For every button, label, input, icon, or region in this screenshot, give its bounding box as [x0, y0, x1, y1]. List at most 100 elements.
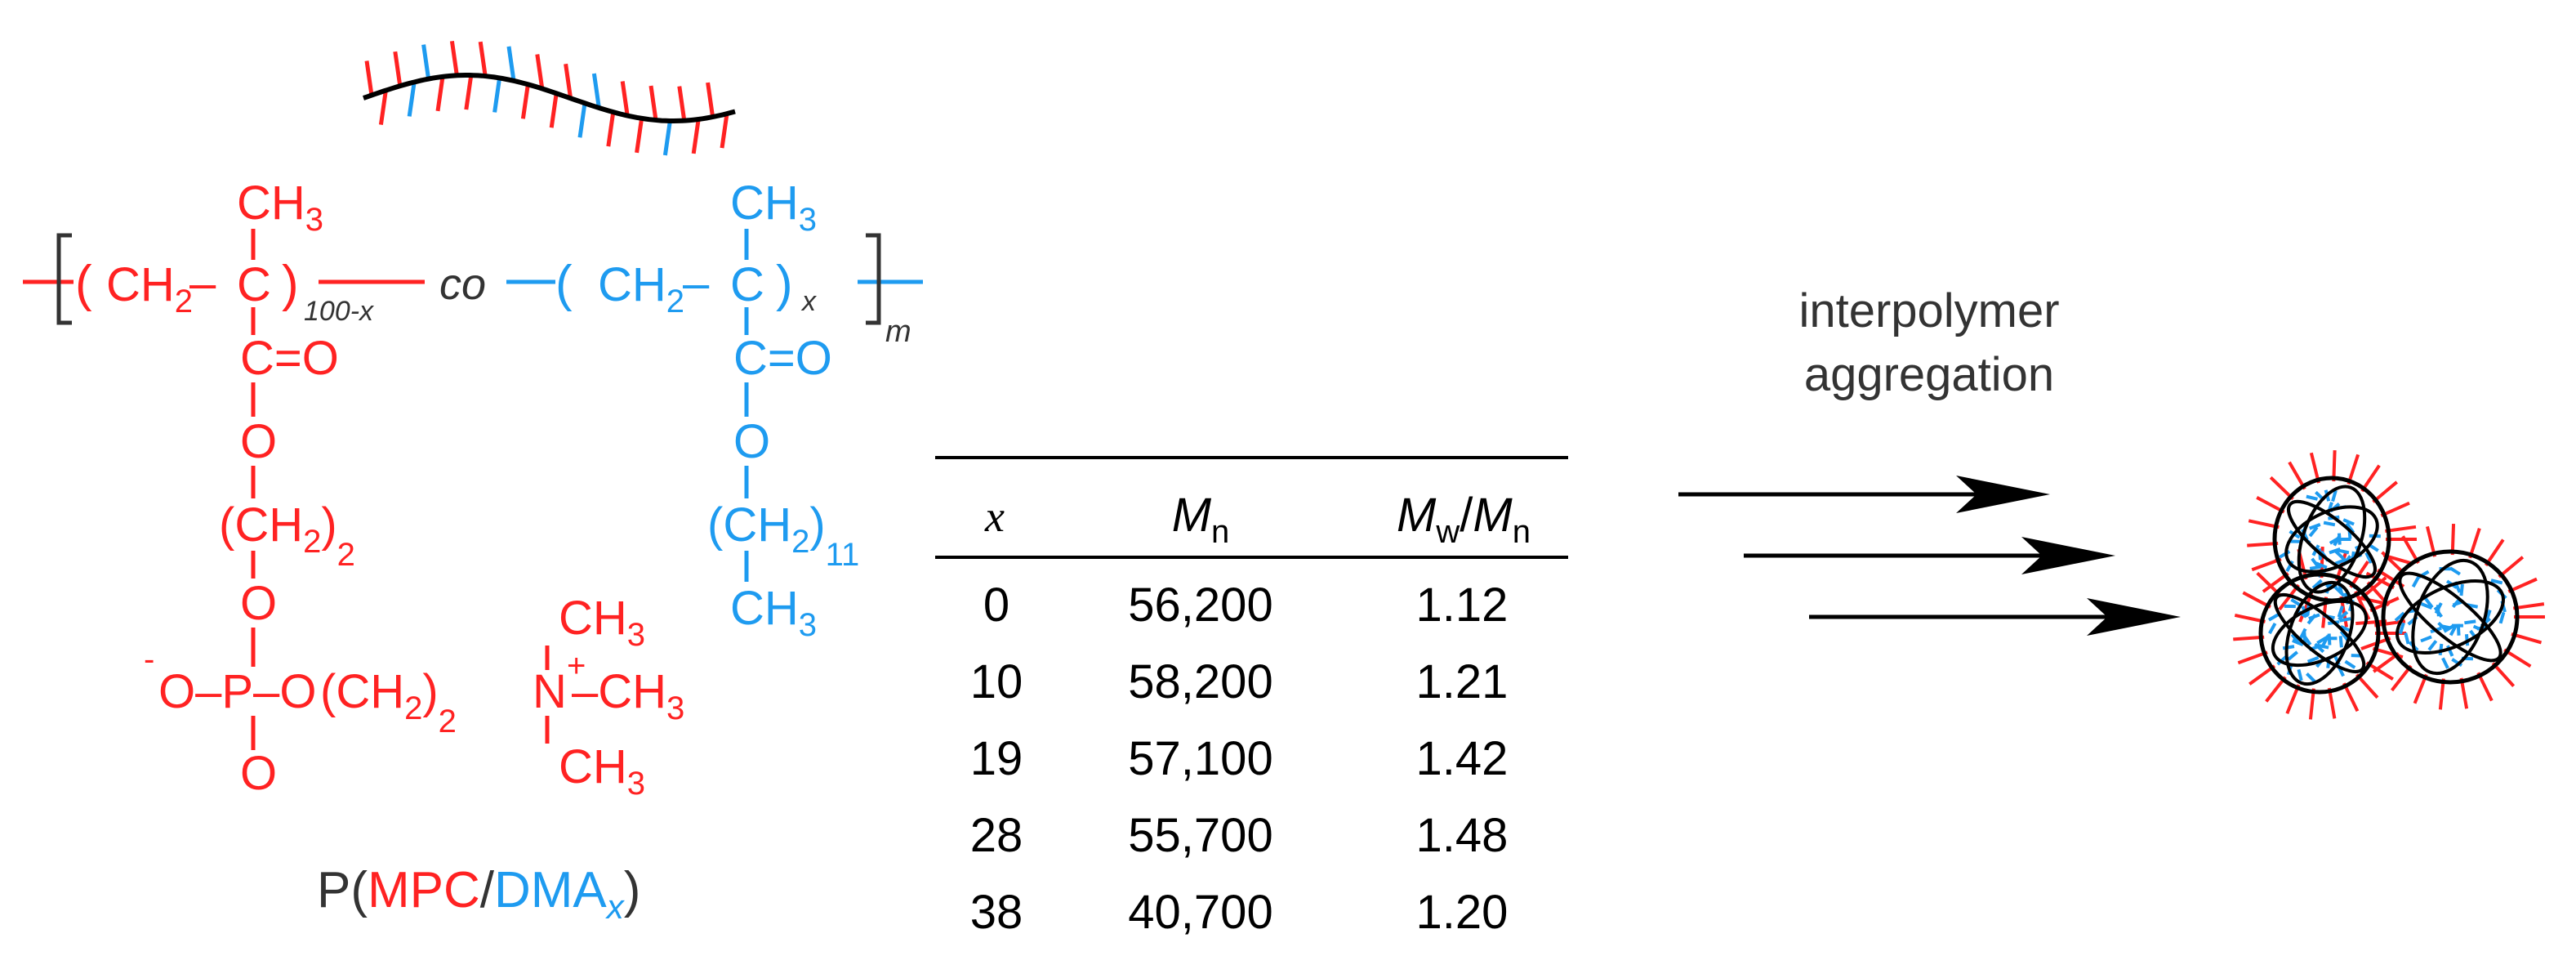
core-chain	[2306, 494, 2318, 501]
core-chain	[2287, 650, 2298, 661]
side-chain-mark	[549, 92, 559, 128]
mpc-phosphate: O–P–O	[158, 665, 316, 718]
core-chain	[2329, 547, 2341, 555]
table-cell-x: 10	[970, 655, 1023, 708]
mpc-carbon: C	[237, 258, 271, 311]
table-cell-dispersity: 1.21	[1416, 655, 1509, 708]
core-chain	[2411, 575, 2421, 588]
side-chain-mark	[464, 74, 474, 110]
core-chain	[2321, 634, 2330, 647]
side-chain-mark	[506, 46, 516, 82]
copolymer-co-label: co	[439, 260, 486, 309]
aggregate-backbone	[2287, 499, 2377, 579]
dma-open-paren: (	[555, 256, 573, 312]
core-chain	[2337, 605, 2344, 618]
side-chain-mark	[393, 51, 403, 87]
core-chain	[2490, 579, 2503, 585]
table-cell-x: 0	[983, 579, 1009, 632]
table-cell-dispersity: 1.42	[1416, 732, 1509, 785]
arrow-bottom-head	[2087, 598, 2181, 636]
mpc-ch3: CH3	[237, 176, 323, 238]
table-header-mn: Mn	[1172, 489, 1230, 550]
core-chain	[2459, 583, 2464, 596]
mpc-open-paren: (	[75, 256, 92, 312]
core-chain	[2334, 587, 2346, 597]
table-row: 38 40,700 1.20	[970, 886, 1509, 939]
chain-backbone	[363, 73, 736, 123]
table-cell-x: 38	[970, 886, 1023, 939]
core-chain	[2306, 655, 2320, 663]
aggregate-backbone	[2273, 593, 2366, 673]
dma-ch2: CH2	[598, 258, 684, 319]
table-row: 28 55,700 1.48	[970, 809, 1509, 862]
table-cell-mn: 56,200	[1128, 579, 1272, 632]
side-chain-mark	[478, 41, 488, 77]
core-chain	[2439, 623, 2452, 630]
aggregate-outline	[2258, 572, 2381, 695]
dma-close-paren: )	[776, 256, 793, 312]
table-header-x: x	[984, 492, 1005, 541]
mpc-ester-oxygen: O	[240, 415, 277, 468]
side-chain-mark	[364, 60, 374, 96]
core-chain	[2498, 611, 2506, 624]
core-chain	[2339, 617, 2351, 623]
core-chain	[2308, 525, 2319, 538]
side-chain-mark	[648, 85, 658, 121]
table-cell-mn: 55,700	[1128, 809, 1272, 862]
mpc-dash: –	[189, 257, 216, 310]
core-chain	[2311, 579, 2323, 590]
mpc-nitrogen-charge: +	[567, 648, 586, 684]
mpc-n-methyl-right: –CH3	[572, 665, 684, 726]
aggregate-backbone	[2284, 580, 2355, 686]
mpc-repeat-subscript: 100-x	[304, 296, 374, 327]
mpc-phosphoryl-oxygen: O	[240, 747, 277, 800]
table-row: 10 58,200 1.21	[970, 655, 1509, 708]
mpc-carbonyl: C=O	[240, 332, 339, 385]
reaction-arrow-icon	[1678, 476, 2181, 636]
mpc-ethyl-spacer: (CH2)2	[219, 498, 355, 573]
table-cell-dispersity: 1.12	[1416, 579, 1509, 632]
side-chain-mark	[635, 118, 644, 154]
core-chain	[2364, 552, 2373, 564]
copolymer-structure: m ( CH2 – C ) CH3 C=O O (CH2)2 O - O–P–O…	[23, 176, 923, 802]
core-chain	[2456, 623, 2461, 636]
dma-carbon: C	[730, 258, 764, 311]
outer-bracket-left	[56, 233, 72, 325]
outer-repeat-m: m	[885, 315, 911, 349]
core-chain	[2339, 630, 2350, 642]
core-chain	[2338, 610, 2349, 621]
core-chain	[2404, 632, 2410, 645]
dma-repeat-subscript: x	[800, 286, 817, 317]
side-chain-mark	[449, 40, 459, 76]
mpc-nitrogen: N	[533, 665, 567, 718]
polymer-name: P(MPC/DMAx)	[317, 862, 640, 926]
core-chain	[2333, 549, 2345, 561]
table-cell-x: 19	[970, 732, 1023, 785]
side-chain-mark	[591, 73, 601, 109]
core-chain	[2282, 645, 2295, 650]
core-chain	[2323, 520, 2336, 527]
core-chain	[2420, 635, 2432, 643]
table-row: 0 56,200 1.12	[983, 579, 1509, 632]
polymer-aggregate-icon	[2233, 449, 2545, 720]
mpc-close-paren: )	[282, 256, 299, 312]
core-chain	[2267, 612, 2280, 622]
side-chain-mark	[606, 111, 616, 147]
core-chain	[2441, 657, 2449, 669]
core-chain	[2331, 489, 2338, 503]
mpc-linker: (CH2)2	[320, 665, 457, 739]
core-chain	[2305, 672, 2316, 683]
table-cell-mn: 58,200	[1128, 655, 1272, 708]
table-header-dispersity: Mw/Mn	[1397, 489, 1531, 550]
side-chain-mark	[677, 86, 687, 121]
aggregation-arrows: interpolymer aggregation	[1678, 284, 2181, 636]
core-chain	[2292, 639, 2304, 646]
side-chain-mark	[435, 76, 445, 112]
side-chain-mark	[706, 82, 715, 118]
arrow-middle-head	[2021, 537, 2115, 574]
core-chain	[2464, 619, 2476, 625]
comb-polymer-chain-icon	[363, 40, 736, 156]
aggregate-backbone	[2271, 599, 2369, 668]
molecular-weight-table: x Mn Mw/Mn 0 56,200 1.12 10 58,200 1.21 19 57,1…	[935, 456, 1568, 939]
aggregate-backbone	[2284, 505, 2379, 574]
